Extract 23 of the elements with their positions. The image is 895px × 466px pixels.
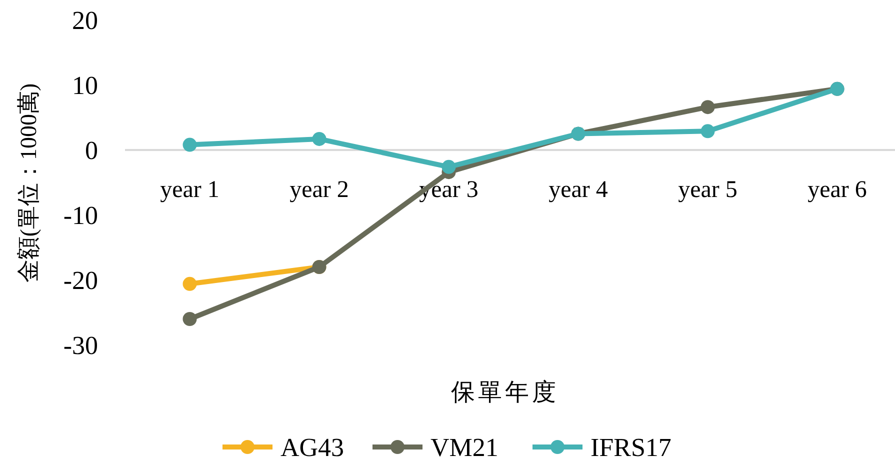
y-tick-label: -20 <box>63 266 98 295</box>
y-tick-label: -10 <box>63 201 98 230</box>
legend-label: AG43 <box>280 433 344 462</box>
x-tick-label: year 5 <box>678 177 738 203</box>
point <box>700 124 715 138</box>
point <box>182 312 197 326</box>
x-axis-title: 保單年度 <box>451 379 559 406</box>
point <box>700 100 715 114</box>
y-tick-label: 0 <box>85 136 98 165</box>
x-tick-label: year 1 <box>160 177 220 203</box>
y-tick-label: 10 <box>72 71 98 100</box>
x-tick-label: year 4 <box>548 177 608 203</box>
legend-label: VM21 <box>430 433 498 462</box>
point <box>312 132 326 146</box>
y-tick-label: -30 <box>63 331 98 360</box>
y-tick-label: 20 <box>72 6 98 35</box>
legend-label: IFRS17 <box>590 433 672 462</box>
y-axis-title: 金額(單位：1000萬) <box>16 83 41 283</box>
point <box>182 138 197 152</box>
point <box>442 160 456 174</box>
x-tick-label: year 6 <box>808 177 867 203</box>
point <box>182 276 197 291</box>
x-tick-label: year 2 <box>290 177 349 203</box>
